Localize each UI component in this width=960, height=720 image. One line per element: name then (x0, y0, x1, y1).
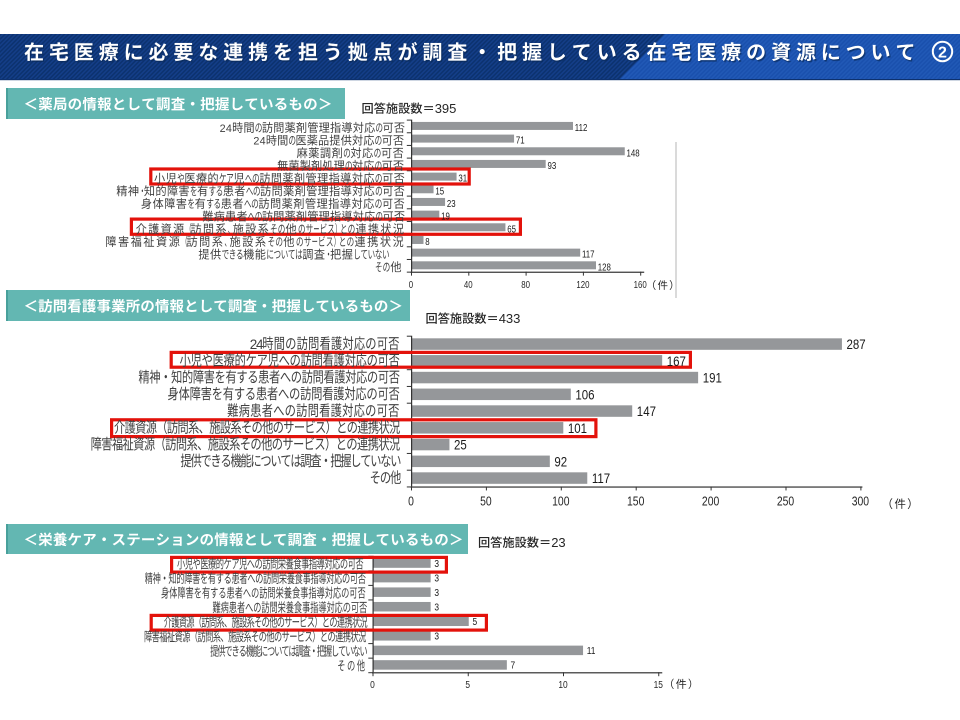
svg-text:148: 148 (627, 147, 640, 158)
svg-text:15: 15 (654, 679, 663, 691)
svg-text:40: 40 (464, 279, 473, 290)
svg-text:5: 5 (472, 616, 477, 628)
svg-text:80: 80 (521, 279, 530, 290)
svg-text:2: 2 (220, 123, 226, 135)
svg-text:50: 50 (480, 494, 492, 508)
svg-text:23: 23 (551, 535, 565, 550)
svg-text:167: 167 (667, 353, 686, 369)
svg-text:15: 15 (435, 185, 444, 196)
svg-text:0: 0 (408, 494, 414, 508)
svg-text:2: 2 (253, 136, 259, 148)
svg-text:101: 101 (568, 420, 587, 436)
svg-text:3: 3 (434, 587, 439, 599)
svg-text:4: 4 (260, 136, 266, 148)
svg-text:147: 147 (637, 403, 656, 419)
svg-text:3: 3 (434, 631, 439, 643)
svg-text:120: 120 (576, 279, 589, 290)
svg-text:112: 112 (575, 122, 588, 133)
svg-text:11: 11 (587, 645, 596, 657)
svg-text:3: 3 (434, 573, 439, 585)
svg-text:93: 93 (547, 160, 556, 171)
svg-text:8: 8 (425, 236, 429, 247)
svg-text:191: 191 (703, 369, 722, 385)
svg-text:0: 0 (370, 679, 375, 691)
svg-text:300: 300 (852, 494, 870, 508)
svg-text:395: 395 (435, 101, 457, 116)
svg-text:7: 7 (511, 660, 516, 672)
svg-text:200: 200 (702, 494, 720, 508)
svg-text:5: 5 (465, 679, 470, 691)
svg-text:287: 287 (847, 336, 866, 352)
svg-text:92: 92 (554, 453, 567, 469)
svg-text:100: 100 (552, 494, 570, 508)
svg-text:4: 4 (226, 123, 232, 135)
svg-text:71: 71 (516, 135, 525, 146)
svg-text:2: 2 (938, 44, 947, 61)
svg-text:250: 250 (777, 494, 795, 508)
svg-text:433: 433 (499, 311, 521, 326)
svg-text:0: 0 (409, 279, 413, 290)
svg-text:65: 65 (507, 223, 516, 234)
svg-text:4: 4 (256, 337, 264, 352)
svg-text:19: 19 (441, 211, 450, 222)
svg-text:160: 160 (634, 279, 647, 290)
svg-text:23: 23 (447, 198, 456, 209)
svg-text:128: 128 (598, 261, 611, 272)
svg-text:117: 117 (592, 470, 610, 486)
svg-text:31: 31 (458, 173, 467, 184)
svg-text:117: 117 (582, 249, 595, 260)
svg-text:106: 106 (575, 386, 594, 402)
svg-text:150: 150 (627, 494, 645, 508)
svg-text:3: 3 (434, 558, 439, 570)
svg-text:3: 3 (434, 602, 439, 614)
svg-text:10: 10 (558, 679, 567, 691)
svg-text:2: 2 (250, 337, 258, 352)
svg-text:25: 25 (454, 436, 467, 452)
